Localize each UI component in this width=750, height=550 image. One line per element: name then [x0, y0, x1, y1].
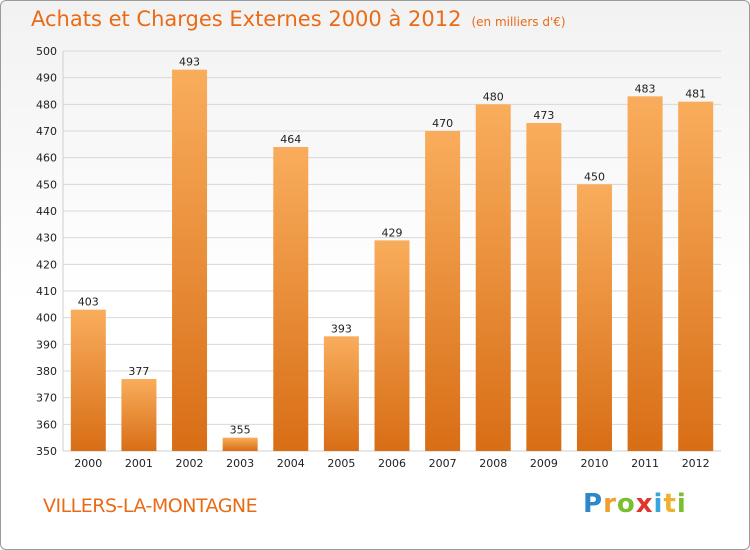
value-label: 429 [382, 226, 403, 239]
value-label: 377 [128, 365, 149, 378]
y-tick-label: 420 [36, 258, 57, 271]
y-tick-label: 430 [36, 232, 57, 245]
x-tick-label: 2001 [125, 457, 153, 470]
value-label: 464 [280, 133, 301, 146]
bar-2009 [526, 123, 562, 451]
bar-2012 [678, 101, 714, 452]
bar-2010 [576, 184, 612, 452]
bar-2003 [222, 437, 258, 451]
x-tick-label: 2000 [74, 457, 102, 470]
chart-title: Achats et Charges Externes 2000 à 2012 (e… [31, 7, 566, 31]
x-tick-label: 2002 [176, 457, 204, 470]
y-tick-label: 500 [36, 45, 57, 58]
y-tick-label: 480 [36, 98, 57, 111]
y-tick-label: 390 [36, 338, 57, 351]
bar-2002 [172, 69, 208, 452]
bar-2004 [273, 147, 309, 451]
y-tick-label: 410 [36, 285, 57, 298]
x-tick-label: 2006 [378, 457, 406, 470]
x-tick-label: 2011 [631, 457, 659, 470]
bar-2008 [475, 104, 511, 451]
y-tick-label: 490 [36, 72, 57, 85]
x-tick-label: 2004 [277, 457, 305, 470]
value-label: 355 [230, 424, 251, 437]
x-tick-label: 2009 [530, 457, 558, 470]
bar-2005 [323, 336, 359, 451]
value-label: 493 [179, 56, 200, 69]
value-label: 470 [432, 117, 453, 130]
chart-title-text: Achats et Charges Externes 2000 à 2012 [31, 7, 462, 31]
x-tick-label: 2008 [479, 457, 507, 470]
x-tick-label: 2003 [226, 457, 254, 470]
value-label: 393 [331, 322, 352, 335]
y-tick-label: 450 [36, 178, 57, 191]
chart-unit: (en milliers d'€) [471, 15, 566, 29]
x-tick-label: 2012 [682, 457, 710, 470]
value-label: 481 [685, 88, 706, 101]
labels: 350 360 370 380 390 400 410 420 430 440 450 460 470 4… [36, 45, 710, 470]
town-name: VILLERS-LA-MONTAGNE [43, 495, 258, 517]
bars [70, 69, 714, 452]
bar-2007 [425, 131, 461, 451]
value-label: 450 [584, 170, 605, 183]
y-tick-label: 380 [36, 365, 57, 378]
x-tick-label: 2007 [429, 457, 457, 470]
y-tick-label: 360 [36, 418, 57, 431]
bar-2001 [121, 379, 157, 451]
proxiti-logo[interactable]: Proxiti [583, 489, 687, 519]
bar-2000 [70, 309, 106, 451]
value-label: 473 [533, 109, 554, 122]
bar-2006 [374, 240, 410, 451]
y-tick-label: 460 [36, 152, 57, 165]
y-tick-label: 470 [36, 125, 57, 138]
y-tick-label: 370 [36, 392, 57, 405]
value-label: 483 [635, 82, 656, 95]
x-tick-label: 2005 [327, 457, 355, 470]
value-label: 403 [78, 296, 99, 309]
y-tick-label: 400 [36, 312, 57, 325]
x-tick-label: 2010 [580, 457, 608, 470]
y-tick-label: 350 [36, 445, 57, 458]
y-tick-label: 440 [36, 205, 57, 218]
value-label: 480 [483, 90, 504, 103]
bar-2011 [627, 96, 663, 451]
